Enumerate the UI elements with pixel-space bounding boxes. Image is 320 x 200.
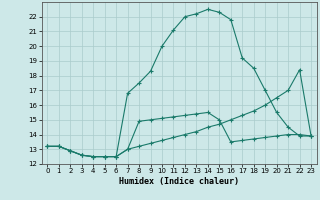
X-axis label: Humidex (Indice chaleur): Humidex (Indice chaleur): [119, 177, 239, 186]
